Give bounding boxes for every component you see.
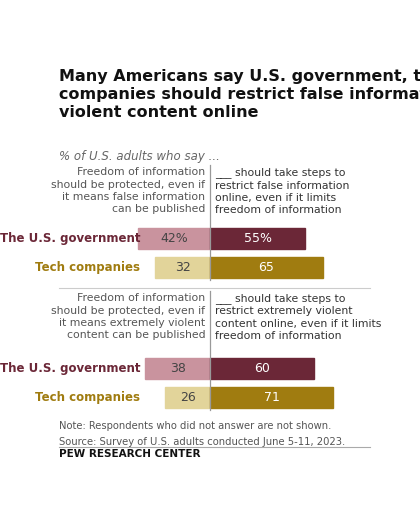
Text: The U.S. government: The U.S. government bbox=[0, 362, 140, 375]
Bar bbox=[210, 229, 305, 249]
Text: 71: 71 bbox=[264, 391, 280, 404]
Text: Freedom of information
should be protected, even if
it means false information
c: Freedom of information should be protect… bbox=[52, 167, 205, 215]
Text: Many Americans say U.S. government, tech
companies should restrict false informa: Many Americans say U.S. government, tech… bbox=[59, 69, 420, 120]
Text: Tech companies: Tech companies bbox=[35, 261, 140, 274]
Bar bbox=[210, 358, 314, 379]
Text: Source: Survey of U.S. adults conducted June 5-11, 2023.: Source: Survey of U.S. adults conducted … bbox=[59, 438, 345, 447]
Bar bbox=[210, 388, 333, 408]
Bar bbox=[165, 388, 210, 408]
Text: 38: 38 bbox=[170, 362, 186, 375]
Text: 60: 60 bbox=[254, 362, 270, 375]
Text: ___ should take steps to
restrict extremely violent
content online, even if it l: ___ should take steps to restrict extrem… bbox=[215, 293, 382, 341]
Text: The U.S. government: The U.S. government bbox=[0, 232, 140, 245]
Bar bbox=[145, 358, 210, 379]
Bar bbox=[155, 257, 210, 278]
Text: Freedom of information
should be protected, even if
it means extremely violent
c: Freedom of information should be protect… bbox=[52, 293, 205, 341]
Text: PEW RESEARCH CENTER: PEW RESEARCH CENTER bbox=[59, 448, 200, 459]
Text: ___ should take steps to
restrict false information
online, even if it limits
fr: ___ should take steps to restrict false … bbox=[215, 167, 349, 215]
Bar bbox=[138, 229, 210, 249]
Text: 55%: 55% bbox=[244, 232, 272, 245]
Text: Tech companies: Tech companies bbox=[35, 391, 140, 404]
Text: % of U.S. adults who say ...: % of U.S. adults who say ... bbox=[59, 150, 220, 163]
Text: 32: 32 bbox=[175, 261, 191, 274]
Text: Note: Respondents who did not answer are not shown.: Note: Respondents who did not answer are… bbox=[59, 422, 331, 431]
Text: 42%: 42% bbox=[160, 232, 188, 245]
Text: 65: 65 bbox=[259, 261, 274, 274]
Text: 26: 26 bbox=[180, 391, 196, 404]
Bar bbox=[210, 257, 323, 278]
